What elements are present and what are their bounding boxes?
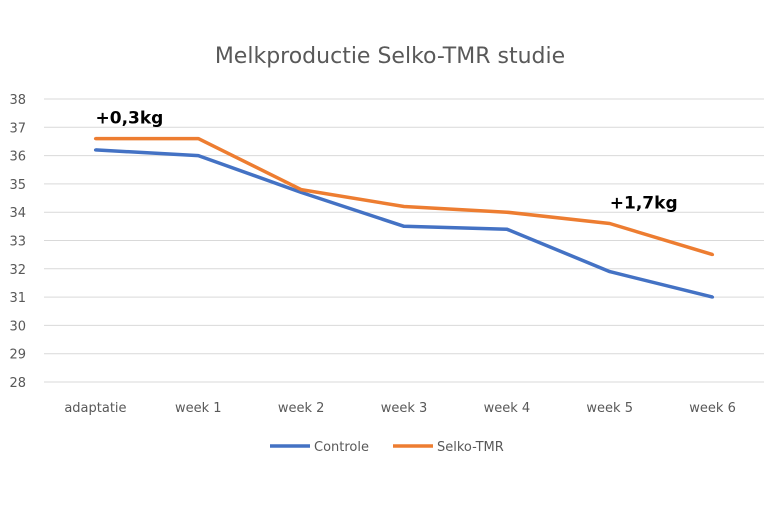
x-tick-label: week 6 <box>689 401 736 416</box>
y-tick-label: 35 <box>9 178 26 193</box>
y-tick-label: 37 <box>9 121 26 136</box>
x-axis-ticks: adaptatie week 1 week 2 week 3 week 4 week 5 w… <box>64 401 736 416</box>
data-point <box>93 148 97 152</box>
x-tick-label: week 5 <box>586 401 633 416</box>
y-tick-label: 34 <box>9 206 26 221</box>
chart-title: Melkproductie Selko-TMR studie <box>215 44 565 69</box>
y-tick-label: 33 <box>9 235 26 250</box>
y-tick-label: 28 <box>9 376 26 391</box>
data-point <box>402 205 406 209</box>
data-point <box>608 270 612 274</box>
x-tick-label: week 1 <box>175 401 222 416</box>
x-tick-label: adaptatie <box>64 401 126 416</box>
data-point <box>299 190 303 194</box>
x-tick-label: week 2 <box>278 401 325 416</box>
x-tick-label: week 4 <box>484 401 531 416</box>
legend: Controle Selko-TMR <box>270 440 504 455</box>
data-point <box>505 227 509 231</box>
y-tick-label: 32 <box>9 263 26 278</box>
data-point <box>299 188 303 192</box>
legend-label: Controle <box>314 440 369 455</box>
y-tick-label: 30 <box>9 319 26 334</box>
y-tick-label: 38 <box>9 93 26 108</box>
annotation-label: +1,7kg <box>610 193 678 213</box>
y-tick-label: 31 <box>9 291 26 306</box>
annotation-label: +0,3kg <box>96 108 164 128</box>
data-point <box>711 253 715 257</box>
data-point <box>402 224 406 228</box>
data-point <box>196 137 200 141</box>
series-line-controle <box>95 148 714 299</box>
y-axis-ticks: 28 29 30 31 32 33 34 35 36 37 38 <box>9 93 26 391</box>
data-point <box>608 222 612 226</box>
y-tick-label: 36 <box>9 150 26 165</box>
legend-label: Selko-TMR <box>437 440 504 455</box>
data-point <box>505 210 509 214</box>
data-point <box>711 295 715 299</box>
y-tick-label: 29 <box>9 348 26 363</box>
series-lines <box>93 136 715 299</box>
x-tick-label: week 3 <box>381 401 428 416</box>
data-point <box>196 154 200 158</box>
data-point <box>93 137 97 141</box>
gridlines <box>44 98 764 383</box>
annotations: +0,3kg +1,7kg <box>96 108 678 213</box>
